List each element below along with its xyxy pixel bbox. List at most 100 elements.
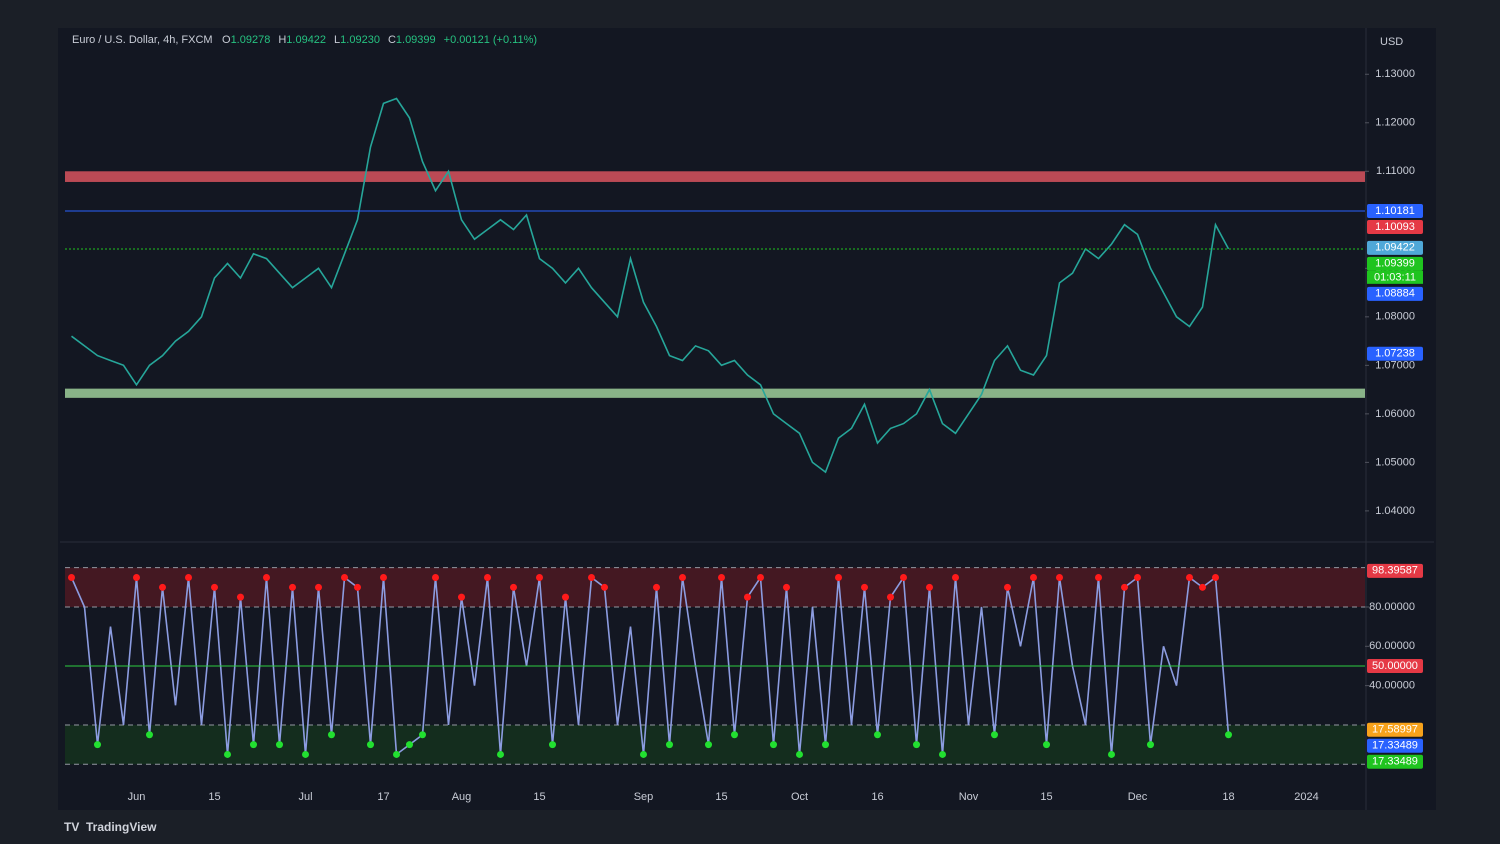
signal-dot [1108,750,1115,758]
price-tag-label: 1.08884 [1375,288,1415,300]
price-tag-label: 1.10181 [1375,205,1415,217]
signal-dot [666,741,673,749]
signal-dot [328,731,335,739]
x-tick-label: Dec [1128,791,1148,803]
signal-dot [991,731,998,739]
signal-dot [536,573,543,581]
signal-dot [783,583,790,591]
signal-dot [484,573,491,581]
price-tag [1367,754,1423,769]
price-tag [1367,658,1423,673]
signal-dot [731,731,738,739]
x-tick-label: 16 [871,791,883,803]
price-tag [1367,204,1423,219]
signal-dot [510,583,517,591]
ohlc-value: 1.09230 [340,34,380,46]
x-tick-label: Jun [128,791,146,803]
signal-dot [497,750,504,758]
x-tick-label: 15 [533,791,545,803]
series-line [70,575,1230,756]
signal-dot [744,593,751,601]
signal-dot [939,750,946,758]
price-tag [1367,563,1423,578]
price-tag [1367,722,1423,737]
ohlc-label: H [278,34,286,46]
signal-dot [900,573,907,581]
signal-dot [315,583,322,591]
signal-dot [354,583,361,591]
signal-dot [822,741,829,749]
signal-dot [1225,731,1232,739]
x-tick-label: 15 [1040,791,1052,803]
signal-dot [588,573,595,581]
signal-dot [276,741,283,749]
signal-dot [380,573,387,581]
signal-dot [289,583,296,591]
signal-dot [1095,573,1102,581]
signal-dot [835,573,842,581]
price-tag-label: 98.39587 [1372,565,1418,577]
x-tick-label: Nov [959,791,979,803]
signal-dot [913,741,920,749]
y-tick-label: 1.07000 [1375,359,1415,371]
signal-dot [874,731,881,739]
signal-dot [679,573,686,581]
ohlc-value: 1.09422 [286,34,326,46]
countdown-bg [1367,270,1423,284]
signal-dot [1030,573,1037,581]
zone [65,171,1365,182]
signal-dot [406,741,413,749]
signal-dot [705,741,712,749]
ohlc-label: C [388,34,396,46]
signal-dot [341,573,348,581]
signal-dot [367,741,374,749]
price-tag-label: 17.33489 [1372,756,1418,768]
signal-dot [68,573,75,581]
price-tag-label: 1.09399 [1375,258,1415,270]
signal-dot [458,593,465,601]
price-tag [1367,240,1423,255]
price-tag-label: 17.33489 [1372,740,1418,752]
series-line [71,97,1230,474]
signal-dot [159,583,166,591]
signal-dot [419,731,426,739]
price-tag [1367,256,1423,271]
signal-dot [1199,583,1206,591]
signal-dot [146,731,153,739]
ohlc-label: L [334,34,340,46]
y-tick-label: 1.04000 [1375,505,1415,517]
y-tick-label: 1.08000 [1375,311,1415,323]
x-tick-label: Oct [791,791,808,803]
ohlc-value: 1.09399 [396,34,436,46]
price-tag-label: 1.07238 [1375,348,1415,360]
signal-dot [224,750,231,758]
currency[interactable]: USD [1380,36,1403,48]
change: +0.00121 (+0.11%) [444,34,537,46]
zone [65,388,1365,398]
price-tag [1367,738,1423,753]
x-tick-label: Sep [634,791,654,803]
x-tick-label: Aug [452,791,472,803]
y-tick-label: 1.11000 [1376,165,1415,177]
symbol: Euro / U.S. Dollar, 4h, FXCM [72,34,213,46]
signal-dot [250,741,257,749]
y-tick-label: 80.00000 [1369,601,1415,613]
ohlc-label: O [222,34,231,46]
signal-dot [757,573,764,581]
signal-dot [718,573,725,581]
x-tick-label: 2024 [1294,791,1318,803]
y-tick-label: 1.06000 [1375,408,1415,420]
signal-dot [640,750,647,758]
signal-dot [1134,573,1141,581]
brand[interactable]: TradingView [86,820,157,834]
y-tick-label: 1.05000 [1375,456,1415,468]
x-tick-label: Jul [298,791,312,803]
signal-dot [1043,741,1050,749]
zone [65,724,1365,765]
signal-dot [796,750,803,758]
countdown: 01:03:11 [1374,272,1416,284]
signal-dot [432,573,439,581]
signal-dot [653,583,660,591]
signal-dot [549,741,556,749]
x-tick-label: 17 [377,791,389,803]
